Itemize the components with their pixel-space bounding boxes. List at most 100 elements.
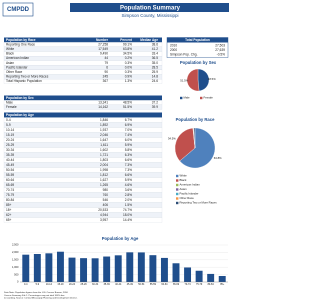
table-row [3, 137, 163, 143]
table-cell: 1.3% [125, 79, 132, 83]
x-tick-label: 80-84 [208, 283, 215, 286]
table-row [3, 117, 163, 123]
x-tick-label: 55-59 [150, 283, 157, 286]
table-cell: 2.0% [125, 198, 132, 202]
legend-swatch [176, 183, 179, 187]
table-cell: 13,341 [98, 100, 108, 104]
table-cell: 1,627 [100, 178, 108, 182]
table-row [3, 217, 163, 223]
table-cell: 75-79 [6, 193, 14, 197]
x-tick-label: 15-19 [57, 283, 64, 286]
table-cell: 38.6 [152, 42, 158, 46]
slice-label: 34.5% [168, 136, 176, 140]
bar [22, 254, 30, 282]
table-cell: 0.3% [125, 61, 132, 65]
table-cell: 7.3% [125, 168, 132, 172]
legend-swatch [176, 188, 179, 191]
bar [80, 258, 88, 282]
table-cell: 406 [103, 203, 109, 207]
table-cell: 2.8% [125, 193, 132, 197]
table-row [3, 202, 163, 208]
table-cell: Asian [6, 61, 14, 65]
y-tick-label: 1,000 [12, 265, 19, 269]
table-cell: 5.9% [125, 178, 132, 182]
logo-box [2, 2, 34, 17]
chart-title: Population by Sex [180, 60, 217, 65]
table-cell: 6.7% [125, 118, 132, 122]
table-cell: 34.5% [123, 52, 132, 56]
table-row [3, 147, 163, 153]
table-cell: 6.6% [125, 158, 132, 162]
table-cell: 25-29 [6, 143, 14, 147]
table-cell: 27,258 [98, 42, 108, 46]
total-value: -0.5% [217, 53, 225, 57]
table-cell: 39.9 [152, 105, 158, 109]
table-cell: 7.4% [125, 133, 132, 137]
table-cell: Reporting Two or More Races [6, 75, 49, 79]
total-label: 2000 [170, 48, 177, 52]
table-cell: 6.6% [125, 173, 132, 177]
table-cell: 70-74 [6, 188, 14, 192]
x-tick-label: 60-64 [161, 283, 168, 286]
column-header: Number [96, 38, 109, 42]
bar [149, 255, 157, 282]
legend-label: American Indian [180, 183, 201, 187]
logo: CMPDD [7, 7, 30, 13]
table-cell: 4,944 [100, 213, 108, 217]
table-cell: 6 [106, 65, 108, 69]
y-tick-label: 500 [14, 272, 19, 276]
table-cell: 0-4 [6, 118, 11, 122]
legend-label: Asian [180, 187, 187, 191]
x-tick-label: 35-39 [104, 283, 111, 286]
table-row [3, 122, 163, 128]
total-value: 27,639 [215, 48, 225, 52]
table-row [3, 182, 163, 188]
table-header-band [4, 112, 162, 118]
pie-slice [186, 68, 200, 92]
table-cell: 3.6% [125, 188, 132, 192]
title: Population Summary [120, 5, 181, 11]
table-cell: 3,957 [100, 218, 108, 222]
table-cell: 80-84 [6, 198, 14, 202]
table-cell: 55-59 [6, 173, 14, 177]
x-tick-label: 45-49 [127, 283, 134, 286]
table-cell: 10-14 [6, 128, 14, 132]
table-cell: 37.2 [152, 100, 158, 104]
table-cell: 5-9 [6, 123, 11, 127]
table-header-band [4, 95, 162, 101]
table-cell: 1,812 [100, 173, 108, 177]
table-cell: 74.7% [123, 208, 132, 212]
table-cell: Black [6, 52, 14, 56]
legend-swatch [176, 192, 179, 196]
table-cell: 79 [104, 61, 108, 65]
table-cell: 25.9 [152, 70, 158, 74]
subtitle: Simpson County, Mississippi [122, 13, 179, 18]
x-tick-label: 10-14 [46, 283, 53, 286]
column-header: Population by Race [6, 38, 36, 42]
total-title: Total Population [185, 38, 210, 42]
table-cell: 45-49 [6, 163, 14, 167]
legend-label: Other Race [180, 196, 195, 200]
table-cell: 367 [103, 79, 109, 83]
table-cell: Reporting One Race [6, 42, 35, 46]
table-row [3, 65, 163, 71]
table-row [3, 104, 163, 110]
legend-swatch [176, 179, 179, 182]
table-header-band [4, 37, 162, 43]
bar [91, 258, 99, 282]
legend-swatch [176, 201, 179, 205]
table-row [3, 142, 163, 148]
bar [114, 255, 122, 282]
table-cell: 15-19 [6, 133, 14, 137]
table-cell: American Indian [6, 56, 29, 60]
table-cell: 35-39 [6, 153, 14, 157]
bar [207, 273, 215, 282]
table-cell: 20-24 [6, 138, 14, 142]
bar [126, 252, 134, 282]
table-cell: 65+ [6, 218, 12, 222]
bar [137, 252, 145, 282]
legend-label: Female [204, 96, 214, 100]
pie-slice [174, 127, 196, 162]
chart-title: Population by Race [176, 117, 216, 122]
